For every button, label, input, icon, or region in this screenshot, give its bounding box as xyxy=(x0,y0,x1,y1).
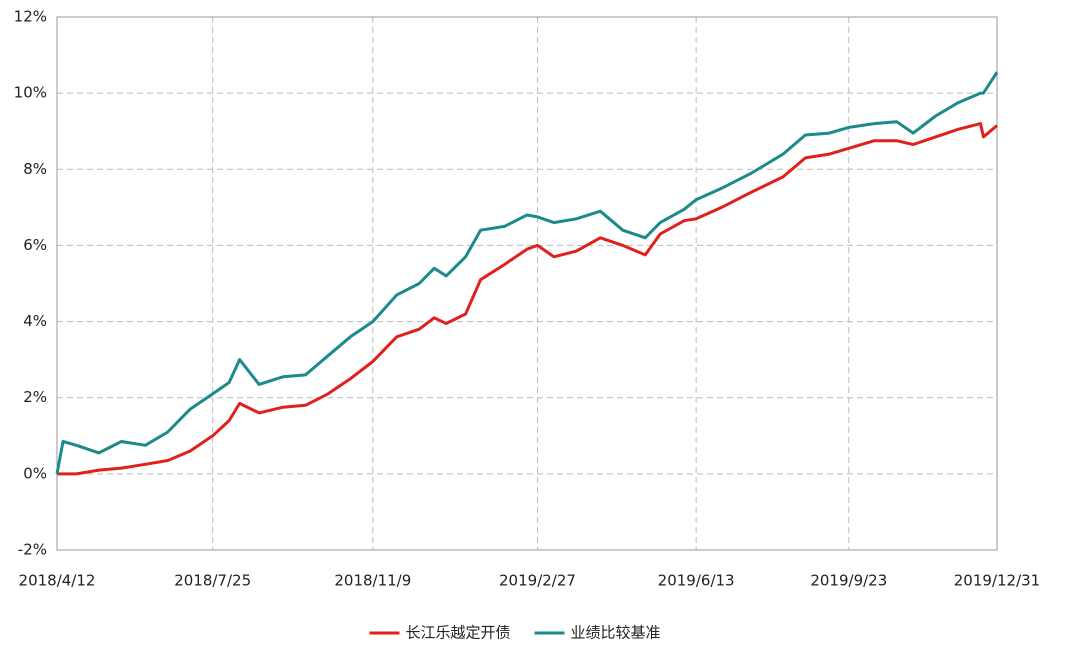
y-tick-label: 2% xyxy=(23,388,47,406)
y-tick-label: 4% xyxy=(23,312,47,330)
x-tick-label: 2018/11/9 xyxy=(334,572,411,590)
y-tick-label: 10% xyxy=(14,84,47,102)
y-tick-label: 0% xyxy=(23,464,47,482)
x-tick-label: 2018/4/12 xyxy=(19,572,96,590)
plot-border xyxy=(56,16,998,551)
y-tick-label: 12% xyxy=(14,8,47,26)
legend-label: 业绩比较基准 xyxy=(571,624,661,642)
series-line xyxy=(57,122,998,476)
x-tick-label: 2019/9/23 xyxy=(810,572,887,590)
x-tick-label: 2019/2/27 xyxy=(499,572,576,590)
x-tick-label: 2018/7/25 xyxy=(174,572,251,590)
series-line xyxy=(55,71,999,475)
x-tick-label: 2019/6/13 xyxy=(658,572,735,590)
y-tick-label: 8% xyxy=(23,160,47,178)
x-tick-label: 2019/12/31 xyxy=(954,572,1040,590)
y-tick-label: 6% xyxy=(23,236,47,254)
y-tick-label: -2% xyxy=(18,541,47,559)
legend-label: 长江乐越定开债 xyxy=(406,624,511,642)
